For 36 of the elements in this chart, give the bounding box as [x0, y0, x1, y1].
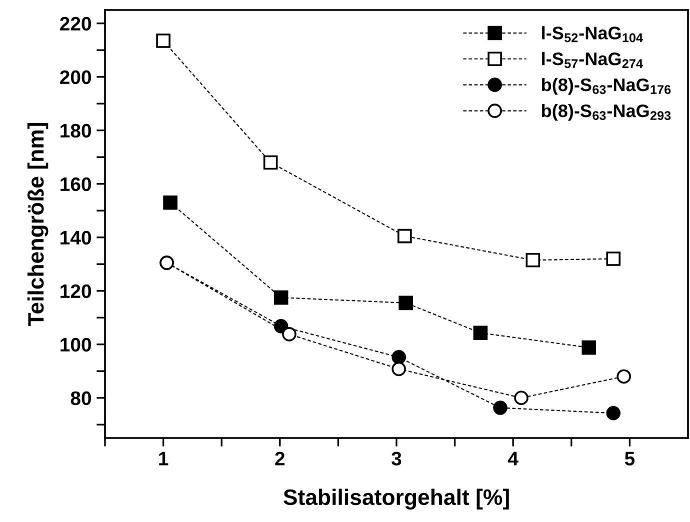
point: [526, 252, 540, 268]
y-tick-label: 140: [60, 230, 92, 245]
x-tick-label: 3: [392, 452, 402, 466]
legend-label: b(8)-S$_{63}$-NaG$_{293}$: [542, 104, 671, 121]
point: [274, 290, 288, 305]
point: [473, 326, 488, 340]
x-tick-label: 5: [624, 452, 635, 466]
y-tick-label: 200: [60, 70, 92, 84]
point: [392, 362, 406, 376]
point: [606, 252, 621, 266]
point: [582, 340, 596, 355]
x-axis-title: Stabilisatorgehalt [%]: [284, 488, 509, 510]
legend-label: b(8)-S$_{63}$-NaG$_{176}$: [542, 78, 671, 95]
point: [514, 390, 528, 406]
y-tick-label: 80: [70, 391, 92, 406]
point: [398, 228, 412, 244]
point: [493, 400, 508, 415]
point: [163, 195, 178, 210]
y-tick-label: 180: [60, 124, 92, 138]
x-tick-label: 1: [159, 452, 168, 466]
point: [263, 155, 278, 170]
y-tick-label: 220: [60, 16, 92, 31]
x-tick-label: 2: [275, 452, 285, 466]
x-tick-label: 4: [508, 452, 518, 466]
y-tick-label: 160: [60, 177, 92, 192]
y-tick-label: 100: [60, 338, 92, 352]
point: [392, 350, 406, 364]
y-tick-label: 120: [60, 284, 92, 298]
point: [616, 369, 632, 384]
point: [156, 34, 170, 48]
y-axis-title: Teilchengröße [nm]: [27, 122, 48, 326]
point: [282, 327, 296, 342]
legend-label: l-S$_{52}$-NaG$_{104}$: [542, 26, 643, 42]
legend-label: l-S$_{57}$-NaG$_{274}$: [542, 52, 643, 68]
point: [398, 296, 413, 310]
point: [606, 406, 621, 420]
